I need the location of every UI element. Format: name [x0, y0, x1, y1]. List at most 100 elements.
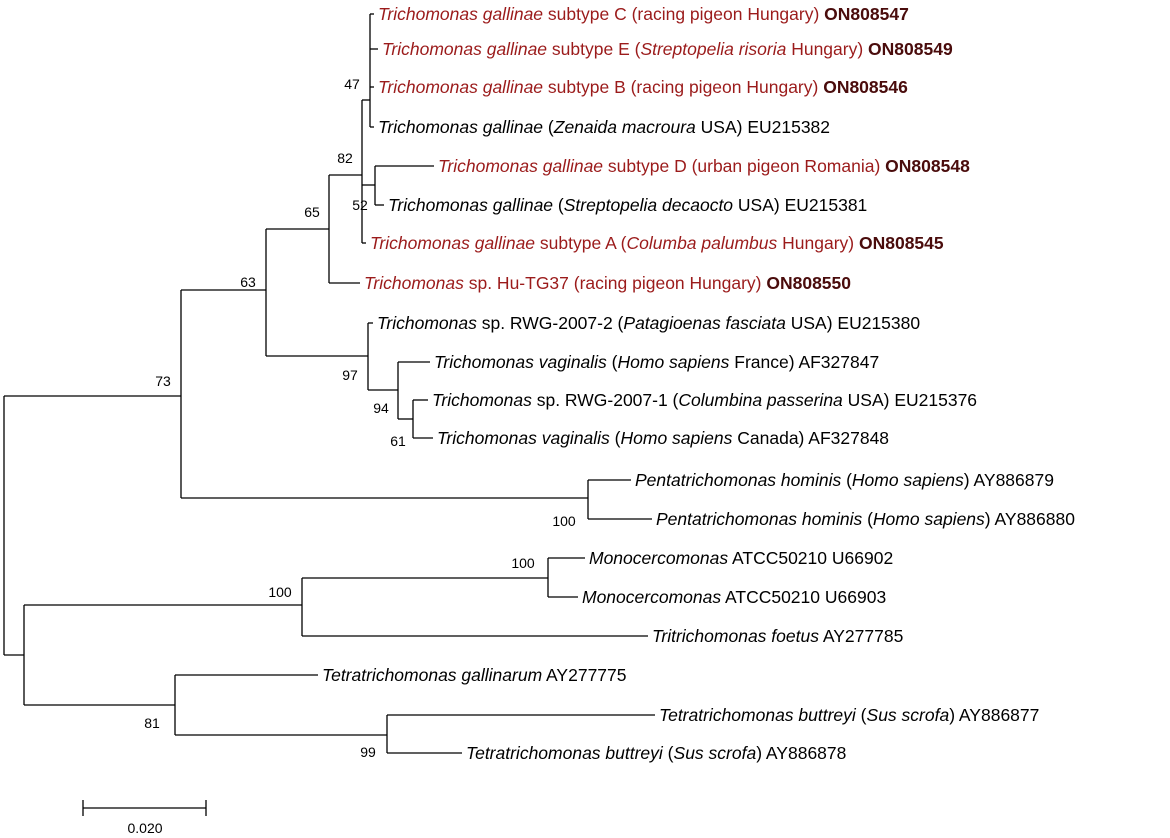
label-part: Homo sapiens [872, 509, 985, 529]
bootstrap-value: 73 [155, 373, 171, 389]
leaf-label: Trichomonas gallinae subtype A (Columba … [370, 233, 944, 253]
label-part: ON808547 [824, 4, 909, 24]
label-part: Pentatrichomonas hominis [635, 470, 842, 490]
label-part: Trichomonas vaginalis [434, 352, 607, 372]
bootstrap-value: 100 [552, 513, 576, 529]
label-part: subtype D (urban pigeon Romania) [603, 156, 886, 176]
label-part: Trichomonas [377, 313, 477, 333]
bootstrap-value: 97 [342, 367, 358, 383]
label-part: Columbina passerina [678, 390, 843, 410]
label-part: ) AY886880 [984, 509, 1075, 529]
bootstrap-value: 63 [240, 274, 256, 290]
label-part: Homo sapiens [851, 470, 964, 490]
leaf-label: Tritrichomonas foetus AY277785 [652, 626, 903, 646]
label-part: ON808546 [823, 77, 908, 97]
label-part: ON808550 [766, 273, 852, 293]
bootstrap-value: 100 [268, 584, 292, 600]
label-part: ( [606, 352, 618, 372]
label-part: Zenaida macroura [553, 117, 696, 137]
label-part: Homo sapiens [617, 352, 730, 372]
label-part: ATCC50210 U66902 [728, 548, 894, 568]
leaf-label: Trichomonas gallinae subtype B (racing p… [378, 77, 908, 97]
label-part: ) AY886878 [756, 743, 847, 763]
bootstrap-value: 82 [337, 150, 353, 166]
bootstrap-value: 81 [144, 715, 160, 731]
label-part: Sus scrofa [673, 743, 757, 763]
bootstrap-value: 94 [373, 400, 389, 416]
label-part: Trichomonas [364, 273, 464, 293]
label-part: Streptopelia risoria [640, 39, 787, 59]
label-part: Trichomonas gallinae [370, 233, 536, 253]
bootstrap-value: 65 [304, 204, 320, 220]
bootstrap-value: 61 [390, 433, 406, 449]
label-part: Trichomonas gallinae [378, 117, 544, 137]
label-part: USA) EU215376 [842, 390, 978, 410]
leaf-label: Trichomonas vaginalis (Homo sapiens Cana… [437, 428, 889, 448]
label-part: ( [543, 117, 554, 137]
label-part: ( [841, 470, 852, 490]
label-part: Hungary) [786, 39, 869, 59]
label-part: Tritrichomonas foetus [652, 626, 819, 646]
leaf-label: Pentatrichomonas hominis (Homo sapiens) … [635, 470, 1054, 490]
leaf-label: Trichomonas gallinae subtype E (Streptop… [382, 39, 953, 59]
bootstrap-value: 47 [344, 76, 360, 92]
label-part: Tetratrichomonas buttreyi [659, 705, 856, 725]
label-part: sp. RWG-2007-1 ( [531, 390, 679, 410]
leaf-label: Trichomonas sp. Hu-TG37 (racing pigeon H… [364, 273, 851, 293]
leaf-label: Trichomonas gallinae subtype C (racing p… [378, 4, 909, 24]
label-part: ) AY886879 [963, 470, 1054, 490]
label-part: Homo sapiens [620, 428, 733, 448]
label-part: Trichomonas gallinae [388, 195, 554, 215]
bootstrap-value: 52 [352, 197, 368, 213]
label-part: subtype A ( [535, 233, 627, 253]
label-part: ( [855, 705, 867, 725]
label-part: USA) EU215382 [695, 117, 831, 137]
label-part: ( [662, 743, 674, 763]
label-part: Monocercomonas [589, 548, 729, 568]
leaf-label: Trichomonas sp. RWG-2007-1 (Columbina pa… [432, 390, 977, 410]
label-part: Columba palumbus [626, 233, 778, 253]
label-part: ON808548 [885, 156, 970, 176]
label-part: ON808549 [868, 39, 953, 59]
leaf-label: Tetratrichomonas buttreyi (Sus scrofa) A… [659, 705, 1039, 725]
label-part: Patagioenas fasciata [623, 313, 786, 333]
label-part: subtype E ( [547, 39, 641, 59]
bootstrap-value: 100 [511, 555, 535, 571]
label-part: Canada) AF327848 [732, 428, 890, 448]
label-part: Sus scrofa [866, 705, 950, 725]
label-part: Trichomonas gallinae [382, 39, 548, 59]
label-part: Trichomonas gallinae [378, 77, 544, 97]
leaf-label: Pentatrichomonas hominis (Homo sapiens) … [656, 509, 1075, 529]
label-part: Trichomonas [432, 390, 532, 410]
leaf-label: Monocercomonas ATCC50210 U66902 [589, 548, 893, 568]
leaf-label: Trichomonas gallinae subtype D (urban pi… [438, 156, 970, 176]
label-part: Trichomonas gallinae [438, 156, 604, 176]
bootstrap-value: 99 [360, 744, 376, 760]
label-part: USA) EU215380 [785, 313, 921, 333]
label-part: subtype B (racing pigeon Hungary) [543, 77, 824, 97]
leaf-label: Trichomonas gallinae (Zenaida macroura U… [378, 117, 830, 137]
scale-label: 0.020 [127, 820, 163, 836]
label-part: France) AF327847 [729, 352, 880, 372]
label-part: AY277785 [818, 626, 904, 646]
label-part: ( [609, 428, 621, 448]
label-part: subtype C (racing pigeon Hungary) [543, 4, 825, 24]
leaf-label: Trichomonas vaginalis (Homo sapiens Fran… [434, 352, 879, 372]
label-part: Hungary) [777, 233, 859, 253]
label-part: Monocercomonas [582, 587, 722, 607]
label-part: sp. RWG-2007-2 ( [476, 313, 624, 333]
leaf-label: Tetratrichomonas buttreyi (Sus scrofa) A… [466, 743, 846, 763]
leaf-label: Trichomonas gallinae (Streptopelia decao… [388, 195, 867, 215]
label-part: Trichomonas gallinae [378, 4, 544, 24]
leaf-label: Trichomonas sp. RWG-2007-2 (Patagioenas … [377, 313, 920, 333]
label-part: Streptopelia decaocto [563, 195, 734, 215]
label-part: ( [553, 195, 564, 215]
label-part: AY277775 [542, 665, 627, 685]
label-part: Tetratrichomonas gallinarum [322, 665, 543, 685]
label-part: ) AY886877 [949, 705, 1040, 725]
label-part: Pentatrichomonas hominis [656, 509, 863, 529]
label-part: Tetratrichomonas buttreyi [466, 743, 663, 763]
label-part: ATCC50210 U66903 [721, 587, 887, 607]
